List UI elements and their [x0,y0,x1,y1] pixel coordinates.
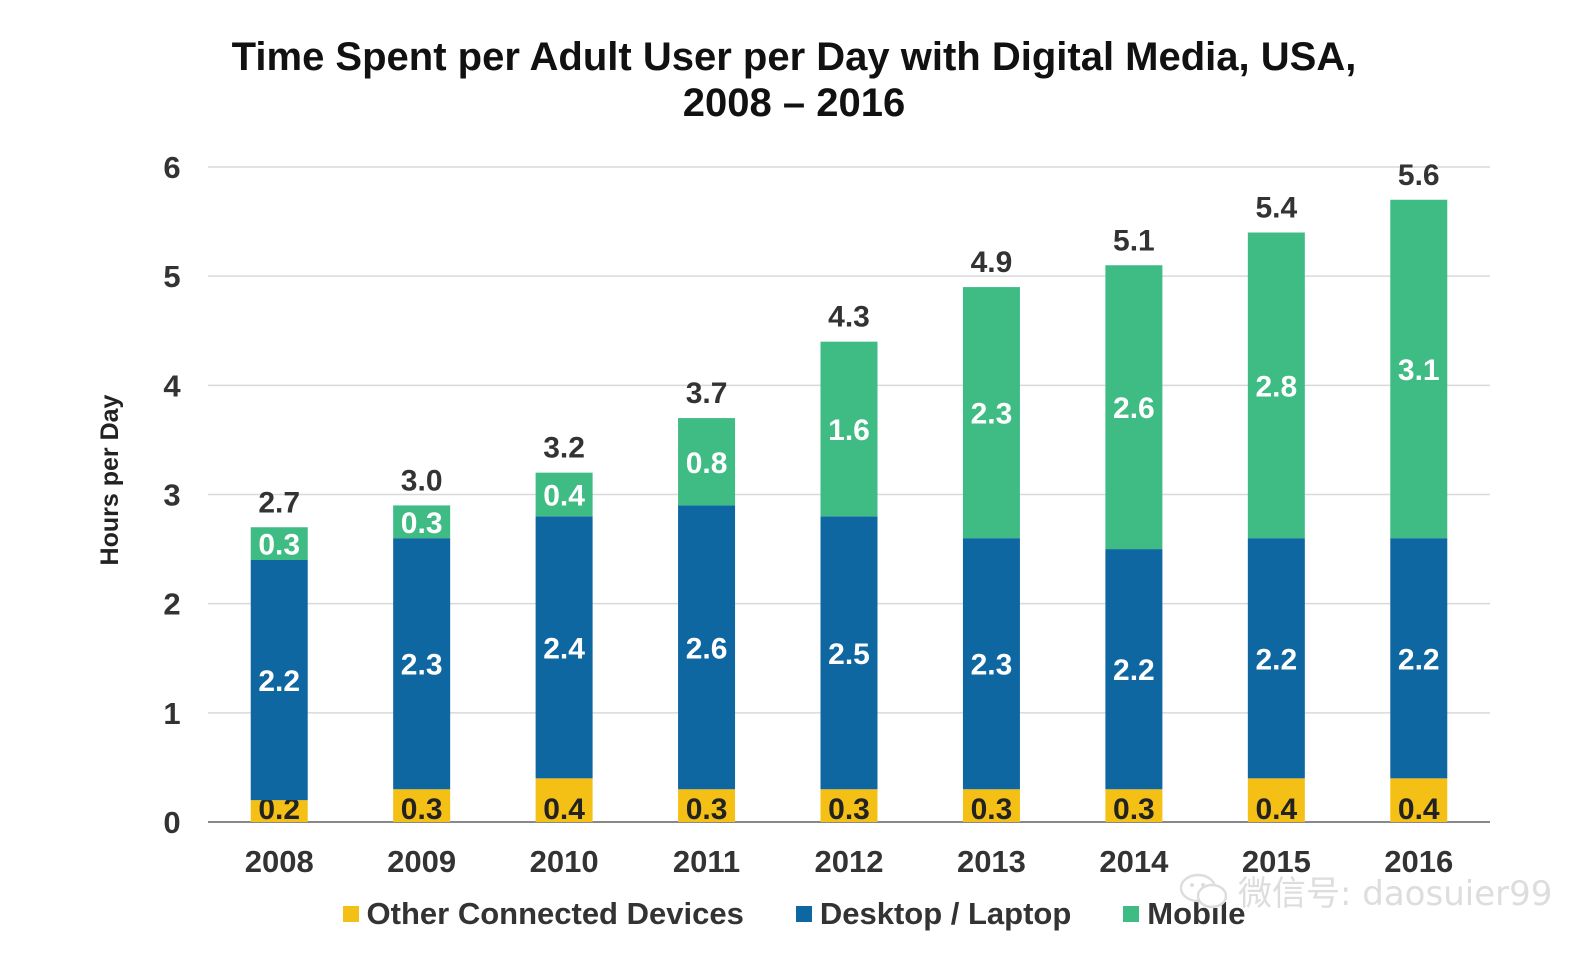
bar-segment [678,418,736,506]
bar-segment [1390,199,1448,539]
data-label: 0.3 [401,507,443,540]
x-tick-label: 2010 [530,844,599,879]
total-label: 4.3 [828,301,870,334]
bar-segment [820,789,878,822]
total-label: 5.4 [1255,192,1297,225]
data-label: 0.4 [1255,793,1297,826]
total-label: 3.2 [543,432,585,465]
total-label: 5.6 [1398,159,1440,192]
chart-title: Time Spent per Adult User per Day with D… [0,34,1588,126]
y-tick-label: 1 [163,696,180,731]
bar-segment [535,472,593,517]
y-tick-label: 3 [163,478,180,513]
y-tick-label: 4 [163,368,181,403]
legend-item-mobile[interactable]: Mobile [1123,896,1245,932]
data-label: 0.8 [686,447,728,480]
bar-segment [820,516,878,790]
bar-segment [1247,232,1305,539]
total-label: 3.7 [686,377,728,410]
bar-segment [1105,265,1163,550]
x-tick-label: 2012 [815,844,884,879]
bar-segment [1247,538,1305,779]
x-tick-label: 2014 [1099,844,1169,879]
y-axis-label: Hours per Day [96,394,124,565]
data-label: 2.8 [1255,370,1297,403]
data-label: 0.3 [971,793,1013,826]
x-tick-label: 2016 [1384,844,1453,879]
data-label: 1.6 [828,414,870,447]
data-label: 0.3 [686,793,728,826]
x-tick-label: 2009 [387,844,456,879]
data-label: 0.4 [543,793,585,826]
total-label: 4.9 [971,246,1013,279]
data-label: 0.3 [1113,793,1155,826]
legend-swatch-other [342,906,359,922]
chart-title-line-2: 2008 – 2016 [682,81,906,125]
total-label: 2.7 [258,486,300,519]
data-label: 0.3 [258,529,300,562]
legend-swatch-mobile [1123,906,1140,922]
data-label: 2.5 [828,638,870,671]
bar-segment [393,505,451,539]
x-tick-label: 2013 [957,844,1026,879]
x-tick-label: 2008 [245,844,314,879]
watermark: 微信号: daosuier99 [1178,866,1552,915]
bar-segment [250,560,308,801]
bar-segment [1105,549,1163,790]
data-label: 2.6 [1113,392,1155,425]
data-label: 2.2 [1398,643,1440,676]
legend-label-other: Other Connected Devices [366,896,744,931]
y-tick-label: 5 [163,259,180,294]
bar-segment [678,789,736,822]
bar-segment [393,538,451,790]
bar-segment [678,505,736,790]
total-label: 5.1 [1113,224,1155,257]
data-label: 2.3 [971,649,1013,682]
legend-swatch-desktop [795,906,812,922]
legend-item-desktop[interactable]: Desktop / Laptop [795,896,1072,932]
bar-segment [393,789,451,822]
bar-segment [535,778,593,822]
x-tick-label: 2015 [1242,844,1311,879]
watermark-text: 微信号: daosuier99 [1238,874,1553,914]
data-label: 0.3 [828,793,870,826]
bar-segment [1105,789,1163,822]
data-label: 2.3 [971,398,1013,431]
data-label: 0.4 [543,480,585,513]
bar-segment [962,538,1020,790]
data-label: 3.1 [1398,354,1440,387]
bar-segment [250,527,308,560]
data-label: 2.2 [1255,643,1297,676]
bar-segment [1390,538,1448,779]
bar-segment [1390,778,1448,822]
bar-segment [535,516,593,779]
data-label: 2.2 [258,665,300,698]
legend-label-mobile: Mobile [1147,896,1246,931]
chart-legend: Other Connected Devices Desktop / Laptop… [0,896,1588,932]
bar-segment [962,287,1020,539]
legend-label-desktop: Desktop / Laptop [819,896,1072,931]
bar-segment [962,789,1020,822]
data-label: 0.3 [401,793,443,826]
data-label: 2.4 [543,632,585,665]
y-tick-label: 0 [163,805,180,840]
data-label: 2.3 [401,649,443,682]
y-tick-label: 2 [163,587,180,622]
wechat-icon [1179,873,1228,908]
total-label: 3.0 [401,464,443,497]
bar-segment [1247,778,1305,822]
y-tick-label: 6 [163,150,180,185]
x-tick-label: 2011 [673,844,740,879]
bar-segment [820,341,878,517]
data-label: 2.6 [686,632,728,665]
bar-segment [250,800,308,822]
chart-title-line-1: Time Spent per Adult User per Day with D… [231,35,1357,79]
data-label: 0.4 [1398,793,1440,826]
legend-item-other[interactable]: Other Connected Devices [342,896,744,932]
data-label: 2.2 [1113,654,1155,687]
